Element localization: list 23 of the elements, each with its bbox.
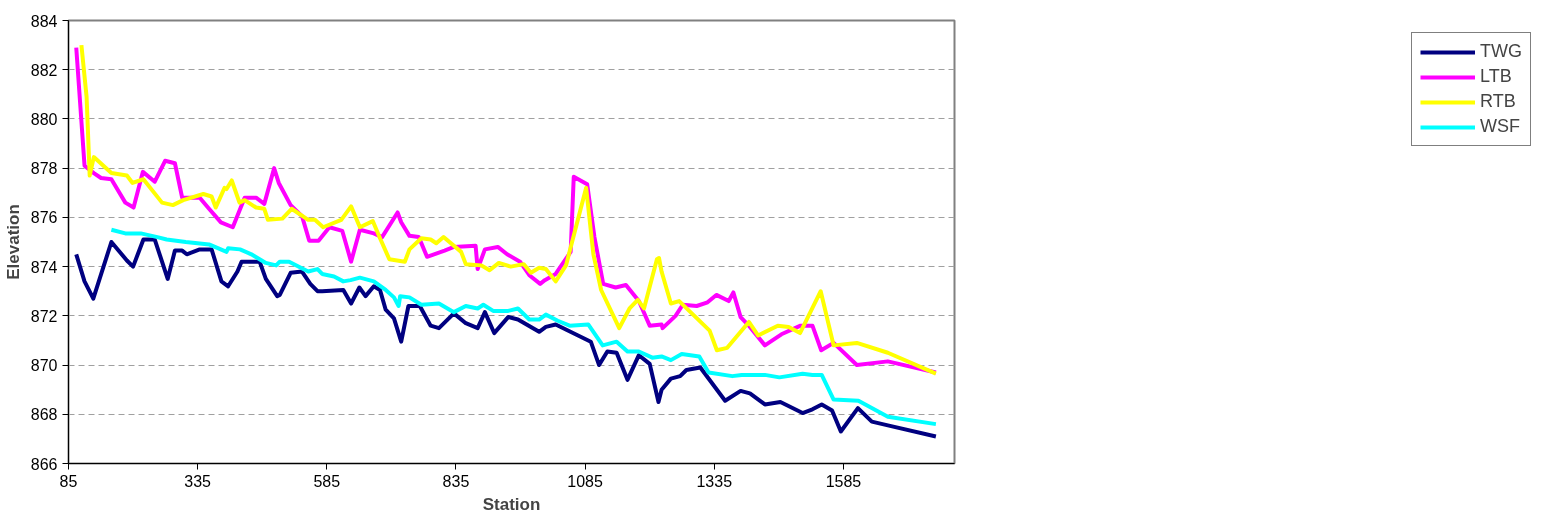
y-axis-title: Elevation <box>3 204 23 280</box>
y-tick-label: 880 <box>30 110 58 128</box>
x-tick-label: 85 <box>59 472 78 490</box>
legend-label: LTB <box>1480 66 1512 87</box>
y-tick-label: 882 <box>30 61 58 79</box>
x-tick-label: 1585 <box>825 472 862 490</box>
y-tick-label: 874 <box>30 258 58 276</box>
legend-label: WSF <box>1480 116 1520 137</box>
legend-label: TWG <box>1480 41 1522 62</box>
y-tick-label: 872 <box>30 307 58 325</box>
y-tick-label: 878 <box>30 160 58 178</box>
y-tick-label: 870 <box>30 357 58 375</box>
y-tick-label: 884 <box>30 12 58 30</box>
x-tick-label: 1085 <box>567 472 604 490</box>
x-tick-label: 335 <box>184 472 212 490</box>
y-tick-label: 876 <box>30 209 58 227</box>
legend-label: RTB <box>1480 91 1516 112</box>
x-axis-title: Station <box>482 494 541 514</box>
y-tick-label: 866 <box>30 455 58 473</box>
x-tick-label: 835 <box>442 472 470 490</box>
x-tick-label: 585 <box>313 472 341 490</box>
y-tick-label: 868 <box>30 406 58 424</box>
x-tick-label: 1335 <box>696 472 733 490</box>
